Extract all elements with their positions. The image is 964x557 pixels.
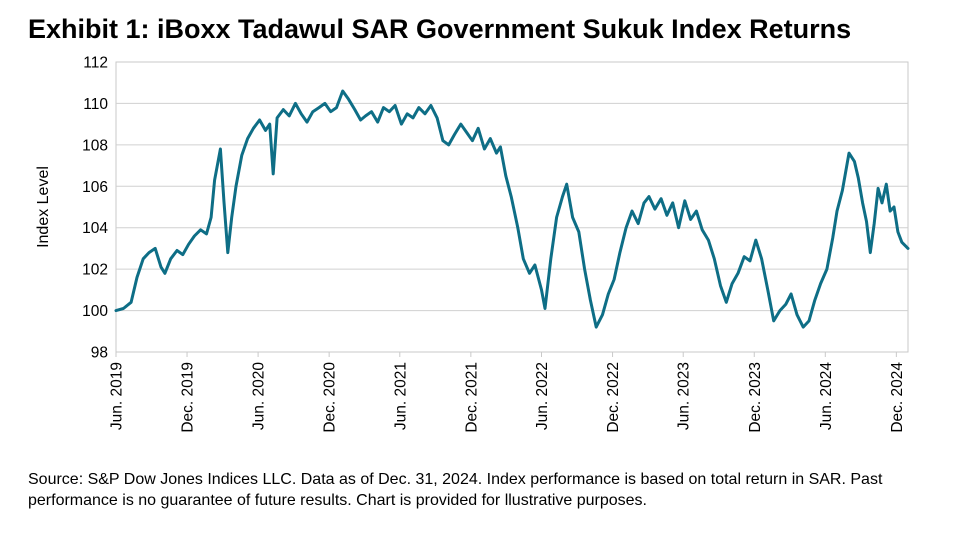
gridlines xyxy=(116,102,908,312)
x-tick-label: Dec. 2024 xyxy=(889,362,906,433)
x-tick-label: Dec. 2021 xyxy=(463,362,480,433)
x-tick-label: Jun. 2022 xyxy=(534,362,551,430)
x-tick-label: Dec. 2022 xyxy=(605,362,622,433)
x-axis-ticks: Jun. 2019 Dec. 2019 Jun. 2020 Dec. 2020 Jun.… xyxy=(109,352,906,433)
x-tick-label: Dec. 2023 xyxy=(747,362,764,433)
series-line-index xyxy=(114,89,910,329)
x-tick-label: Dec. 2019 xyxy=(180,362,197,433)
y-tick-label: 102 xyxy=(82,262,108,279)
source-note: Source: S&P Dow Jones Indices LLC. Data … xyxy=(28,471,883,509)
y-tick-label: 108 xyxy=(82,137,108,154)
chart-title: Exhibit 1: iBoxx Tadawul SAR Government … xyxy=(28,14,852,44)
x-tick-label: Jun. 2021 xyxy=(392,362,409,430)
plot-frame xyxy=(115,61,909,353)
x-tick-label: Jun. 2024 xyxy=(818,362,835,430)
y-tick-label: 112 xyxy=(83,55,108,72)
y-tick-label: 98 xyxy=(91,345,108,362)
y-tick-label: 106 xyxy=(82,179,108,196)
y-tick-label: 110 xyxy=(83,96,108,113)
y-axis-ticks: 98 100 102 104 106 108 110 112 xyxy=(82,55,108,362)
x-tick-label: Dec. 2020 xyxy=(322,362,339,433)
y-tick-label: 100 xyxy=(82,303,108,320)
x-tick-label: Jun. 2019 xyxy=(109,362,126,430)
y-tick-label: 104 xyxy=(82,220,108,237)
x-tick-label: Jun. 2020 xyxy=(251,362,268,430)
x-tick-label: Jun. 2023 xyxy=(676,362,693,430)
y-axis-label: Index Level xyxy=(35,166,52,248)
